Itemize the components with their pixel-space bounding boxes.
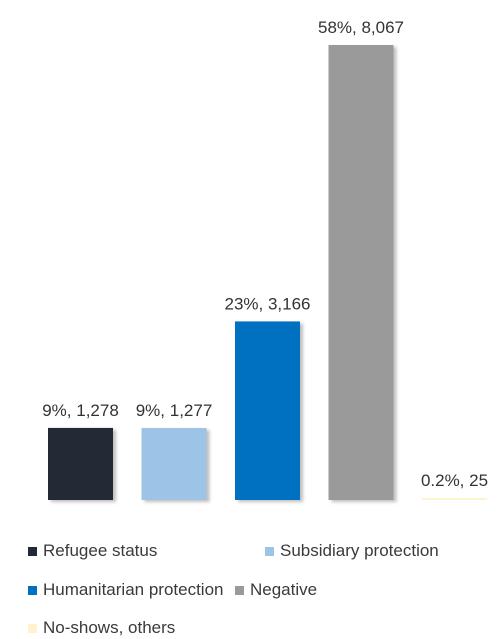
bar-humanitarian-protection [235, 321, 300, 500]
data-label-humanitarian-protection: 23%, 3,166 [224, 294, 310, 313]
bar-refugee-status [48, 427, 113, 500]
bar-subsidiary-protection [141, 427, 207, 500]
data-label-refugee-status: 9%, 1,278 [42, 401, 119, 420]
data-labels-group: 9%, 1,278 9%, 1,277 23%, 3,166 58%, 8,067 0.… [42, 18, 488, 490]
data-label-no-shows-others: 0.2%, 25 [421, 471, 488, 490]
data-label-subsidiary-protection: 9%, 1,277 [136, 401, 213, 420]
bar-no-shows-others [422, 498, 487, 500]
data-label-negative: 58%, 8,067 [318, 18, 404, 37]
bars-group [48, 45, 487, 500]
bar-negative [328, 45, 394, 500]
